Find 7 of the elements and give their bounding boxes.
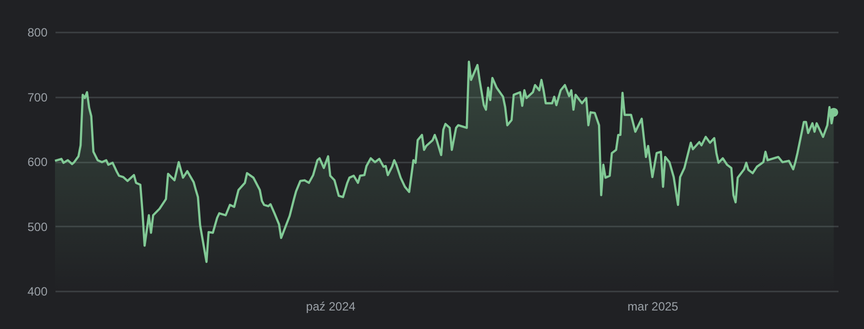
y-tick-label: 600 — [27, 155, 48, 169]
x-tick-label: mar 2025 — [628, 300, 679, 314]
y-tick-label: 400 — [27, 284, 48, 298]
y-tick-label: 700 — [27, 90, 48, 104]
x-tick-label: paź 2024 — [306, 300, 356, 314]
y-tick-label: 500 — [27, 220, 48, 234]
y-tick-label: 800 — [27, 26, 48, 40]
